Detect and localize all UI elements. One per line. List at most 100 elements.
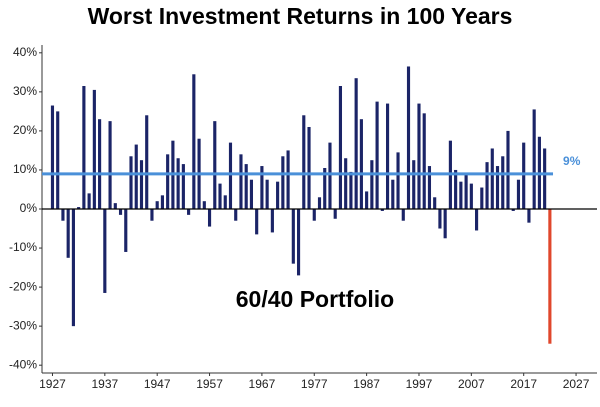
bar	[155, 201, 159, 209]
bar	[459, 181, 463, 209]
chart-title: Worst Investment Returns in 100 Years	[88, 3, 513, 29]
x-tick-label: 1947	[144, 377, 171, 391]
bar	[427, 166, 432, 209]
bar	[176, 158, 180, 209]
bar	[516, 179, 521, 209]
bar	[385, 103, 390, 209]
bar	[50, 105, 55, 209]
bar	[98, 119, 102, 209]
bar	[270, 209, 274, 233]
bar	[375, 101, 379, 209]
bar	[134, 144, 138, 209]
y-tick-label: 40%	[13, 45, 37, 59]
bar	[281, 156, 285, 209]
bar	[286, 150, 290, 209]
bar	[129, 156, 133, 209]
bar	[218, 183, 222, 209]
bar	[213, 121, 217, 209]
bar	[207, 209, 212, 227]
y-tick-label: -20%	[9, 279, 37, 293]
bar	[501, 156, 505, 209]
bar	[527, 209, 531, 223]
x-tick-label: 1957	[196, 377, 223, 391]
bar	[166, 154, 170, 209]
bar	[438, 209, 442, 229]
bar	[312, 209, 316, 221]
bar	[118, 209, 123, 215]
bar	[380, 209, 384, 211]
bar	[396, 152, 400, 209]
annotation: 60/40 Portfolio	[236, 286, 394, 312]
bar	[480, 187, 484, 209]
bar	[548, 209, 552, 344]
bar	[323, 168, 327, 209]
bar	[417, 103, 421, 209]
bar	[244, 164, 248, 209]
bar	[359, 119, 363, 209]
bar	[108, 121, 112, 209]
bar	[139, 160, 144, 209]
bar	[344, 158, 348, 209]
bar	[464, 173, 468, 209]
bar	[454, 169, 458, 209]
bar	[370, 160, 374, 209]
bar	[485, 162, 489, 209]
bar	[77, 207, 81, 209]
bar	[296, 209, 301, 276]
bar	[87, 193, 91, 209]
bar	[265, 179, 269, 209]
bar	[291, 209, 295, 264]
x-tick-label: 1967	[249, 377, 276, 391]
bar	[365, 191, 369, 209]
bar	[511, 209, 515, 211]
bar	[260, 166, 264, 209]
x-tick-label: 1937	[91, 377, 118, 391]
bar	[490, 148, 494, 209]
bar	[56, 111, 60, 209]
x-tick-label: 2007	[458, 377, 485, 391]
bar	[475, 209, 479, 231]
bar	[401, 209, 405, 221]
bar	[61, 209, 65, 221]
bar	[192, 74, 196, 210]
bar	[92, 89, 96, 209]
y-tick-label: 30%	[13, 84, 37, 98]
bar	[317, 197, 322, 209]
bar	[187, 209, 191, 215]
bar	[391, 179, 395, 209]
bar	[328, 142, 332, 209]
y-tick-label: -30%	[9, 318, 37, 332]
bar	[422, 113, 426, 209]
bar	[302, 115, 306, 209]
bar	[543, 148, 547, 209]
y-tick-label: -40%	[9, 357, 37, 371]
bar	[228, 142, 233, 209]
bar	[202, 201, 206, 209]
bar	[66, 209, 70, 258]
bar	[333, 209, 337, 219]
bar	[145, 115, 149, 209]
bar	[307, 127, 311, 209]
bar	[433, 197, 437, 209]
y-tick-label: -10%	[9, 240, 37, 254]
bar	[103, 209, 107, 293]
bar	[223, 195, 227, 209]
y-tick-label: 0%	[20, 201, 38, 215]
x-tick-label: 1977	[301, 377, 328, 391]
bar	[113, 203, 117, 209]
bar	[412, 160, 416, 209]
bar	[255, 209, 259, 235]
reference-label: 9%	[563, 154, 581, 168]
bar	[495, 166, 500, 209]
bar	[160, 195, 164, 209]
x-tick-label: 1927	[39, 377, 66, 391]
bar	[338, 86, 343, 209]
bar	[406, 66, 411, 209]
bar	[443, 209, 447, 239]
bar	[522, 142, 526, 209]
bar	[532, 109, 536, 209]
bar	[239, 154, 243, 209]
bar	[354, 78, 358, 209]
bar	[276, 181, 280, 209]
bar	[124, 209, 128, 252]
